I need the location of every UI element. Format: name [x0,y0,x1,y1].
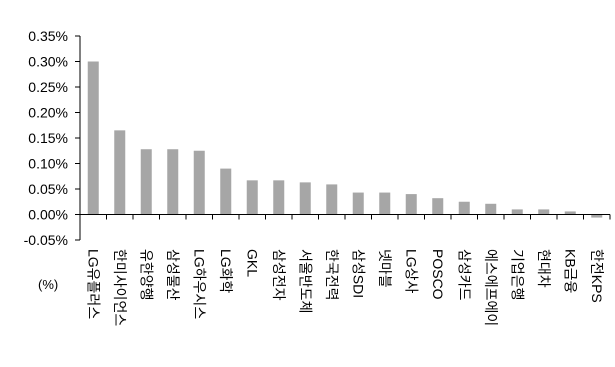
category-label: 넷마블 [377,249,393,288]
category-label: 삼성SDI [350,249,366,298]
category-label: 한전KPS [589,249,605,303]
bar [591,214,603,218]
category-label: LG상사 [403,249,419,294]
bar [379,192,391,215]
bars [87,61,603,218]
y-tick-label: -0.05% [24,232,68,248]
y-tick-label: 0.30% [28,54,68,70]
bar [326,184,338,215]
bar [405,194,417,215]
bar [299,182,311,215]
bar [458,201,470,215]
category-label: LG하우시스 [191,249,207,319]
y-tick-label: 0.05% [28,181,68,197]
bar [220,168,232,215]
y-axis-ticks: 0.35% 0.30% 0.25% 0.20% 0.15% 0.10% 0.05% 0.00%… [24,28,80,248]
bar [114,130,126,215]
category-label: 한국전력 [324,249,340,301]
bar [273,180,285,215]
category-label: 한미사이언스 [112,249,128,326]
y-tick-label: 0.20% [28,105,68,121]
y-tick-label: 0.15% [28,130,68,146]
bar [87,61,99,215]
bar [485,203,497,215]
y-tick-label: 0.35% [28,28,68,44]
category-label: 서울반도체 [297,249,313,313]
category-label: 현대차 [536,249,552,288]
x-axis-ticks [79,214,611,220]
bar [432,198,444,215]
category-label: 삼성카드 [456,249,472,301]
category-label: POSCO [430,249,446,300]
y-tick-label: 0.10% [28,156,68,172]
category-label: GKL [244,249,260,277]
category-label: 기업은행 [509,249,525,301]
bar [538,209,550,215]
bar [246,180,258,215]
bar [511,209,523,215]
category-label: 유한양행 [138,249,154,301]
y-tick-label: 0.25% [28,79,68,95]
bar [140,149,152,215]
category-label: LG유플러스 [85,249,101,319]
bar [167,149,179,215]
category-label: 삼성전자 [271,249,287,301]
category-label: 삼성물산 [165,249,181,301]
category-label: LG화학 [218,249,234,294]
category-labels: LG유플러스 한미사이언스 유한양행 삼성물산 LG하우시스 LG화학 GKL 삼성전자 서울반… [85,249,605,326]
category-label: KB금융 [562,249,578,294]
bar [352,192,364,215]
bar [564,211,576,215]
y-tick-label: 0.00% [28,207,68,223]
category-label: 에스에프에이 [483,249,499,326]
bar [193,150,205,215]
unit-label: (%) [38,277,58,292]
